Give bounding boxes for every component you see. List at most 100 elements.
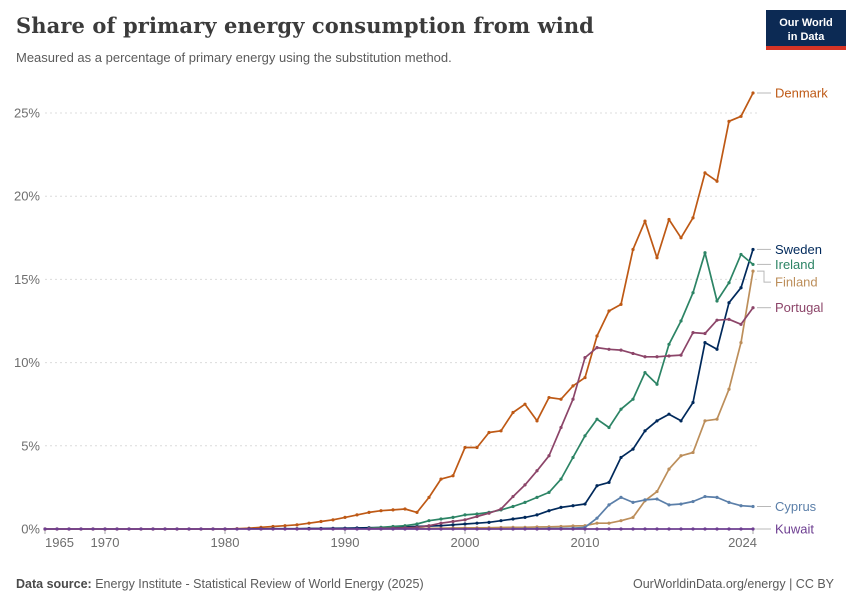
data-point: [535, 495, 539, 499]
data-point: [739, 286, 743, 290]
data-point: [643, 429, 647, 433]
data-point: [487, 527, 491, 531]
data-point: [559, 425, 563, 430]
data-point: [607, 347, 611, 351]
data-point: [631, 247, 635, 252]
data-point: [619, 519, 623, 523]
data-point: [667, 412, 671, 416]
data-point: [583, 356, 587, 360]
data-point: [631, 515, 635, 519]
series-label-finland[interactable]: Finland: [775, 275, 818, 290]
data-point: [499, 429, 503, 433]
data-point: [751, 306, 755, 310]
data-point: [427, 527, 431, 531]
data-point: [679, 527, 683, 531]
data-point: [691, 527, 695, 531]
data-point: [679, 502, 683, 506]
data-point: [691, 400, 695, 405]
data-point: [415, 527, 419, 531]
data-point: [583, 502, 587, 506]
data-point: [559, 527, 563, 531]
data-point: [691, 499, 695, 504]
data-point: [703, 419, 707, 423]
data-point: [67, 527, 71, 531]
data-point: [91, 527, 95, 531]
data-point: [727, 301, 731, 305]
data-point: [295, 527, 299, 531]
data-point: [655, 256, 659, 260]
data-point: [247, 527, 251, 531]
data-point: [283, 524, 287, 528]
data-point: [619, 455, 623, 460]
data-point: [667, 354, 671, 358]
data-point: [223, 527, 227, 531]
y-tick-label-5: 5%: [21, 438, 40, 453]
data-point: [691, 331, 695, 335]
data-point: [703, 251, 707, 255]
data-point: [667, 342, 671, 346]
owid-logo[interactable]: Our World in Data: [766, 10, 846, 50]
series-label-sweden[interactable]: Sweden: [775, 242, 822, 257]
series-label-kuwait[interactable]: Kuwait: [775, 522, 814, 537]
data-point: [271, 527, 275, 531]
data-point: [523, 483, 527, 487]
data-point: [715, 299, 719, 303]
owid-url-license-link[interactable]: OurWorldinData.org/energy | CC BY: [632, 577, 834, 591]
data-point: [439, 521, 443, 525]
y-tick-label-25: 25%: [14, 106, 40, 121]
data-point: [667, 467, 671, 471]
data-point: [751, 91, 755, 95]
data-point: [439, 527, 443, 531]
data-point: [607, 309, 611, 313]
data-point: [571, 527, 575, 531]
data-point: [343, 515, 347, 519]
owid-logo-line2: in Data: [787, 31, 825, 44]
data-point: [751, 527, 755, 531]
data-point: [103, 527, 107, 531]
data-point: [751, 247, 755, 252]
data-point: [727, 500, 731, 504]
data-point: [451, 519, 455, 524]
data-source-label: Data source:: [16, 577, 92, 591]
data-point: [427, 495, 431, 499]
data-point: [703, 171, 707, 175]
data-point: [583, 434, 587, 438]
data-point: [523, 402, 527, 406]
data-point: [139, 527, 143, 531]
chart-area[interactable]: 0% 5% 10% 15% 20% 25% 1965 1970 1980 1990 2000 2010…: [0, 82, 850, 555]
data-point: [619, 407, 623, 411]
x-tick-label-2000: 2000: [451, 535, 480, 550]
data-point: [679, 353, 683, 357]
data-point: [511, 504, 515, 509]
data-point: [595, 334, 599, 338]
series-label-cyprus[interactable]: Cyprus: [775, 499, 817, 514]
data-point: [703, 494, 707, 499]
data-point: [571, 397, 575, 401]
data-point: [523, 515, 527, 519]
data-point: [703, 527, 707, 531]
y-tick-label-10: 10%: [14, 355, 40, 370]
y-tick-label-20: 20%: [14, 189, 40, 204]
data-point: [715, 417, 719, 421]
data-point: [559, 505, 563, 509]
data-point: [259, 527, 263, 531]
data-point: [475, 514, 479, 519]
data-point: [343, 527, 347, 531]
x-tick-label-1970: 1970: [91, 535, 120, 550]
data-point: [547, 527, 551, 531]
data-point: [199, 527, 203, 531]
data-point: [751, 269, 755, 273]
series-label-portugal[interactable]: Portugal: [775, 300, 824, 315]
data-point: [751, 504, 755, 509]
data-point: [499, 507, 503, 511]
data-point: [547, 509, 551, 513]
series-line-sweden: [248, 248, 754, 530]
data-point: [547, 490, 551, 494]
data-point: [607, 480, 611, 485]
wind-share-line-chart[interactable]: 0% 5% 10% 15% 20% 25% 1965 1970 1980 1990 2000 2010…: [0, 82, 850, 555]
data-point: [319, 519, 323, 524]
series-label-denmark[interactable]: Denmark: [775, 86, 828, 101]
series-label-ireland[interactable]: Ireland: [775, 257, 815, 272]
series-cyprus: Cyprus: [511, 494, 817, 531]
data-point: [703, 341, 707, 345]
